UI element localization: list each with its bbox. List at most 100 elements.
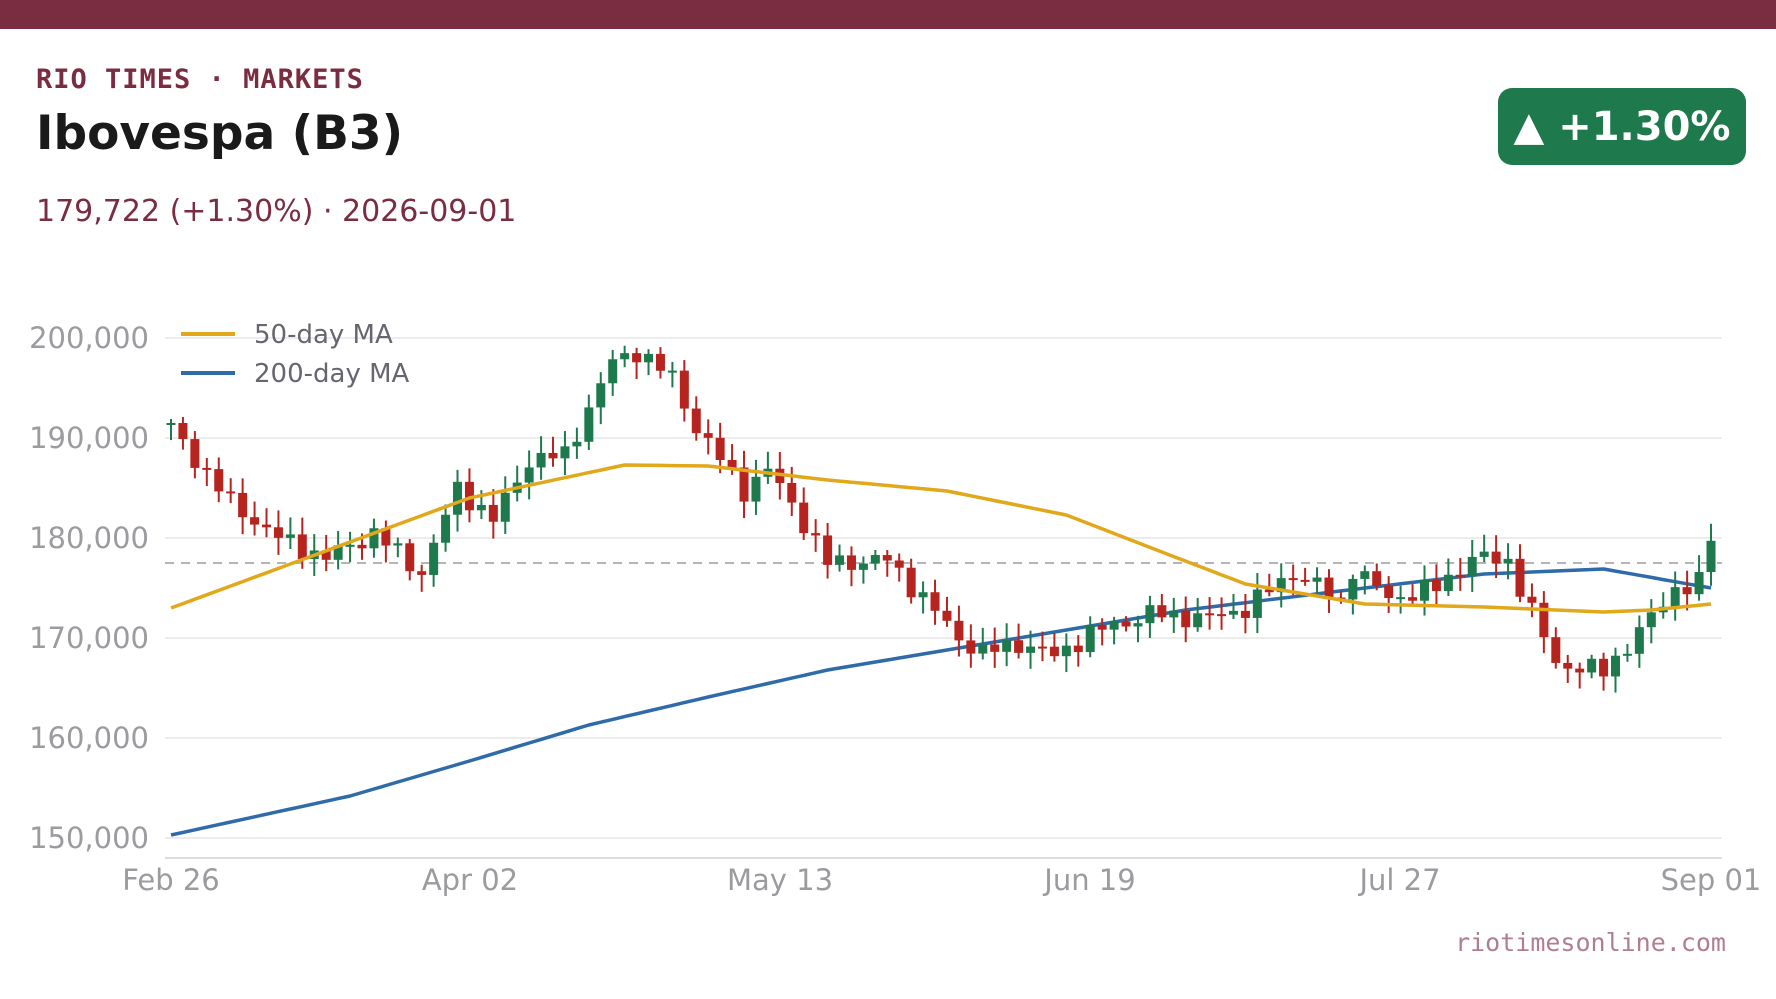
candle-body bbox=[1372, 571, 1382, 586]
candle-body bbox=[393, 543, 403, 546]
candle-body bbox=[1348, 578, 1358, 600]
candle-body bbox=[942, 610, 952, 621]
ma50-series bbox=[170, 463, 1712, 614]
candle-body bbox=[918, 592, 928, 598]
candle-body bbox=[1300, 579, 1310, 582]
candle-body bbox=[990, 644, 1000, 652]
candle-body bbox=[954, 620, 964, 641]
candle-body bbox=[703, 433, 713, 438]
candle-body bbox=[333, 545, 343, 560]
candle-body bbox=[727, 459, 737, 468]
candle-body bbox=[655, 353, 665, 371]
candle-body bbox=[1181, 610, 1191, 628]
candle-body bbox=[1085, 624, 1095, 653]
candle-body bbox=[679, 370, 689, 409]
candle-body bbox=[1682, 587, 1692, 595]
candle-body bbox=[441, 514, 451, 543]
x-tick-label: Jun 19 bbox=[1042, 863, 1135, 897]
candle-body bbox=[548, 452, 558, 459]
candle-body bbox=[787, 482, 797, 503]
candle-body bbox=[381, 528, 391, 546]
candle-body bbox=[1408, 597, 1418, 601]
candle-body bbox=[453, 481, 463, 515]
y-tick-label: 150,000 bbox=[29, 821, 149, 855]
publication-kicker: RIO TIMES · MARKETS bbox=[36, 64, 364, 95]
candle-body bbox=[285, 534, 295, 538]
candle-body bbox=[1670, 587, 1680, 607]
candle-body bbox=[250, 517, 260, 525]
candle-body bbox=[500, 492, 510, 522]
candle-body bbox=[1324, 577, 1334, 598]
candle-body bbox=[1587, 658, 1597, 673]
ma200-line bbox=[170, 567, 1712, 837]
candle-body bbox=[1515, 558, 1525, 597]
candle-body bbox=[536, 452, 546, 468]
candle-body bbox=[369, 528, 379, 549]
page-title: Ibovespa (B3) bbox=[36, 106, 404, 161]
candle-body bbox=[238, 492, 248, 518]
candle-body bbox=[297, 534, 307, 560]
candle-body bbox=[1288, 578, 1298, 581]
candle-body bbox=[1073, 645, 1083, 653]
y-tick-label: 190,000 bbox=[29, 421, 149, 455]
candle-body bbox=[584, 407, 594, 442]
price-subtitle: 179,722 (+1.30%) · 2026-09-01 bbox=[36, 194, 517, 229]
candle-body bbox=[1061, 645, 1071, 657]
candle-body bbox=[1396, 597, 1406, 600]
candle-body bbox=[1252, 589, 1262, 618]
candle-body bbox=[1622, 653, 1632, 656]
candle-body bbox=[870, 555, 880, 564]
candle-body bbox=[429, 542, 439, 575]
y-axis-ticks: 150,000 160,000 170,000 180,000 190,000 200,0… bbox=[29, 321, 149, 855]
x-tick-label: Feb 26 bbox=[122, 863, 219, 897]
candle-body bbox=[608, 359, 618, 384]
candle-body bbox=[906, 567, 916, 598]
candle-body bbox=[1276, 578, 1286, 593]
candle-body bbox=[560, 446, 570, 459]
grid-lines bbox=[165, 337, 1722, 859]
candle-body bbox=[715, 437, 725, 460]
legend-label-ma200: 200-day MA bbox=[254, 359, 410, 389]
candle-body bbox=[1551, 637, 1561, 663]
ma200-series bbox=[170, 567, 1712, 837]
candle-body bbox=[1205, 613, 1215, 616]
x-tick-label: Apr 02 bbox=[422, 863, 518, 897]
candle-body bbox=[1228, 610, 1238, 615]
candle-body bbox=[1694, 572, 1704, 595]
candle-body bbox=[1109, 621, 1119, 630]
y-tick-label: 160,000 bbox=[29, 721, 149, 755]
candle-body bbox=[1491, 551, 1501, 564]
candle-body bbox=[1575, 668, 1585, 673]
candle-body bbox=[214, 469, 224, 492]
candle-body bbox=[345, 544, 355, 547]
candle-body bbox=[273, 527, 283, 538]
source-footer: riotimesonline.com bbox=[1455, 928, 1726, 957]
candle-body bbox=[1527, 596, 1537, 603]
candle-body bbox=[488, 504, 498, 522]
candle-body bbox=[464, 481, 474, 511]
change-badge: ▲ +1.30% bbox=[1498, 88, 1746, 165]
candle-body bbox=[1599, 658, 1609, 677]
candle-body bbox=[524, 467, 534, 483]
y-tick-label: 170,000 bbox=[29, 621, 149, 655]
candle-body bbox=[1264, 589, 1274, 593]
candle-body bbox=[166, 423, 176, 425]
candle-body bbox=[882, 555, 892, 561]
candle-body bbox=[1002, 640, 1012, 652]
x-tick-label: Jul 27 bbox=[1357, 863, 1440, 897]
candle-body bbox=[1193, 613, 1203, 628]
candle-body bbox=[799, 502, 809, 534]
candle-body bbox=[978, 644, 988, 654]
candle-body bbox=[1157, 605, 1167, 618]
candle-body bbox=[1455, 574, 1465, 577]
candle-body bbox=[751, 476, 761, 502]
candle-body bbox=[1467, 556, 1477, 577]
candle-body bbox=[1014, 640, 1024, 653]
candle-body bbox=[357, 544, 367, 549]
legend: 50-day MA 200-day MA bbox=[181, 320, 410, 389]
ma50-line bbox=[170, 463, 1712, 614]
candle-body bbox=[1312, 577, 1322, 582]
candle-body bbox=[1121, 621, 1131, 627]
y-tick-label: 180,000 bbox=[29, 521, 149, 555]
candle-body bbox=[846, 555, 856, 570]
